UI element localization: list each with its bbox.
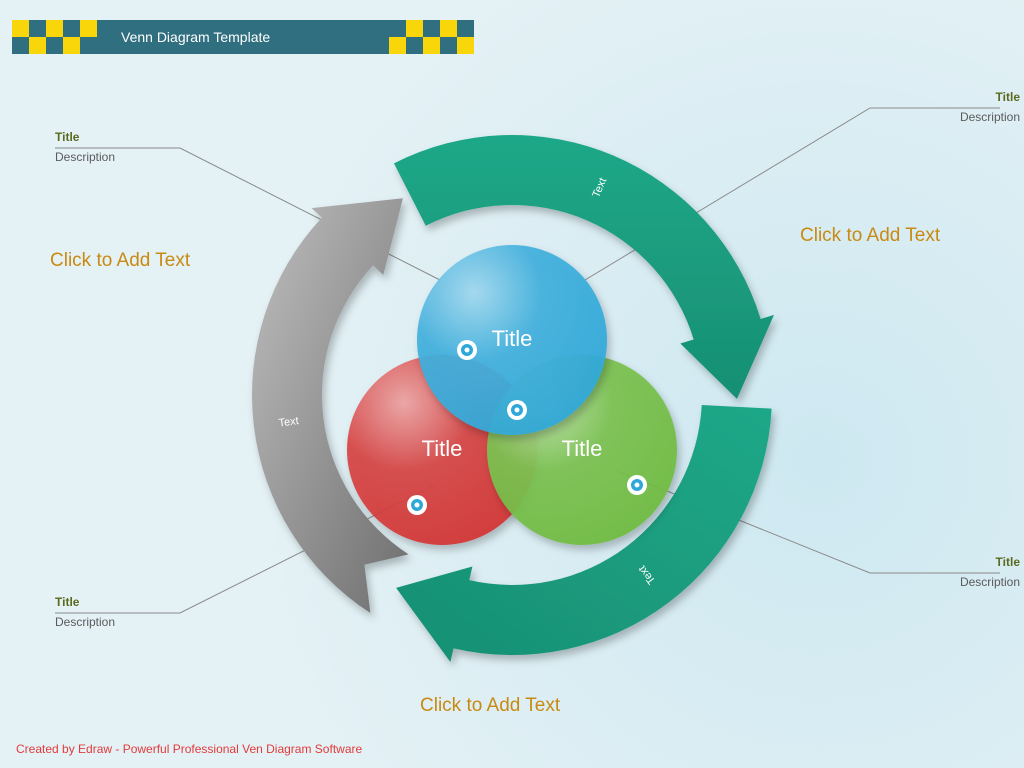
callout-0-desc: Description bbox=[55, 150, 195, 164]
venn-marker-2 bbox=[627, 475, 647, 495]
footer-credit: Created by Edraw - Powerful Professional… bbox=[16, 742, 362, 756]
add-text-2[interactable]: Click to Add Text bbox=[420, 695, 560, 717]
add-text-0[interactable]: Click to Add Text bbox=[50, 250, 190, 272]
main-svg: TextTextText TitleTitleTitle bbox=[0, 0, 1024, 768]
callout-3-desc: Description bbox=[880, 575, 1020, 589]
ring-segment-0-label: Text bbox=[278, 415, 299, 429]
footer-text: Created by Edraw - Powerful Professional… bbox=[16, 742, 362, 756]
callout-1-desc: Description bbox=[880, 110, 1020, 124]
venn-circle-1-label: Title bbox=[422, 436, 463, 461]
venn-circles: Title Title Title bbox=[347, 245, 677, 545]
venn-marker-1 bbox=[407, 495, 427, 515]
callout-2-desc: Description bbox=[55, 615, 195, 629]
venn-marker-center bbox=[507, 400, 527, 420]
callout-1-title: Title bbox=[880, 90, 1020, 104]
diagram-canvas: Venn Diagram Template TextTextText Title… bbox=[0, 0, 1024, 768]
callout-2[interactable]: Title Description bbox=[55, 595, 195, 629]
add-text-1[interactable]: Click to Add Text bbox=[800, 225, 940, 247]
callout-0-title: Title bbox=[55, 130, 195, 144]
callout-3-title: Title bbox=[880, 555, 1020, 569]
callout-2-title: Title bbox=[55, 595, 195, 609]
callout-0[interactable]: Title Description bbox=[55, 130, 195, 164]
callout-3[interactable]: Title Description bbox=[880, 555, 1020, 589]
venn-marker-0 bbox=[457, 340, 477, 360]
venn-circle-0-label: Title bbox=[492, 326, 533, 351]
callout-1[interactable]: Title Description bbox=[880, 90, 1020, 124]
venn-circle-2-label: Title bbox=[562, 436, 603, 461]
